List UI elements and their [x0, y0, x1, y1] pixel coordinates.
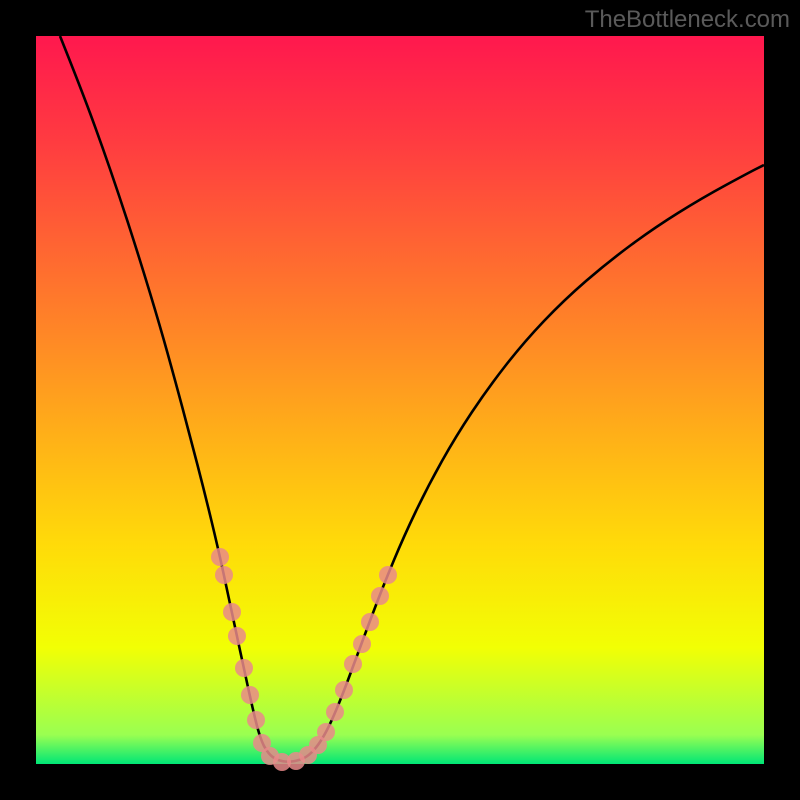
marker-group: [211, 548, 397, 771]
bottleneck-curve: [60, 36, 764, 762]
marker-dot: [379, 566, 397, 584]
marker-dot: [335, 681, 353, 699]
marker-dot: [361, 613, 379, 631]
marker-dot: [241, 686, 259, 704]
marker-dot: [326, 703, 344, 721]
marker-dot: [344, 655, 362, 673]
marker-dot: [235, 659, 253, 677]
marker-dot: [211, 548, 229, 566]
watermark-text: TheBottleneck.com: [585, 6, 790, 34]
marker-dot: [223, 603, 241, 621]
marker-dot: [353, 635, 371, 653]
chart-overlay: [0, 0, 800, 800]
marker-dot: [247, 711, 265, 729]
marker-dot: [371, 587, 389, 605]
marker-dot: [215, 566, 233, 584]
marker-dot: [317, 723, 335, 741]
marker-dot: [228, 627, 246, 645]
chart-root: TheBottleneck.com: [0, 0, 800, 800]
